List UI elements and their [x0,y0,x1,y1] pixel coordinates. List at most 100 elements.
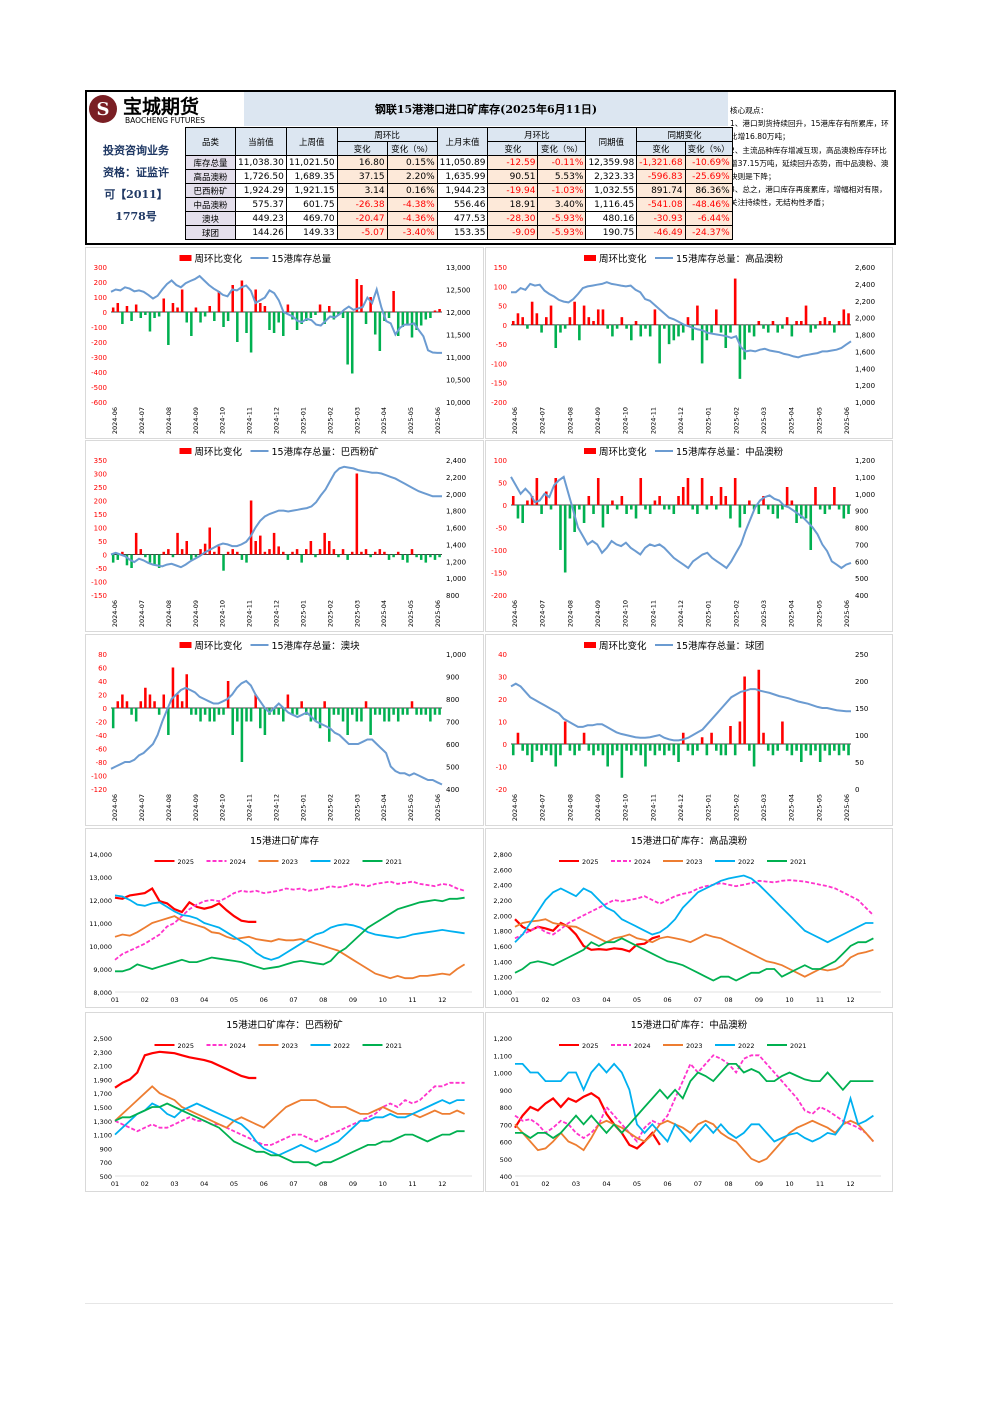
wow-bar [672,744,676,756]
cell-wow: -20.47 [336,211,388,226]
x-tick-label: 02 [541,996,549,1004]
cell-last-week: 149.33 [285,225,338,240]
wow-bar [696,505,699,514]
wow-bar [762,324,765,329]
wow-bar [748,500,751,505]
wow-bar [396,708,400,722]
chart-frame [85,1012,484,1192]
x-tick-label: 2025-02 [732,600,740,627]
wow-bar [700,737,704,744]
wow-bar [199,708,202,722]
cell-yoy-pct: 86.36% [684,183,733,198]
wow-bar [240,280,244,312]
wow-bar [549,305,553,325]
wow-bar [171,554,175,558]
wow-bar [194,554,198,558]
wow-bar [686,744,690,751]
x-tick-label: 2025-04 [788,600,796,627]
y-tick-label: 1,200 [493,974,512,982]
wow-bar [332,549,336,555]
cell-yoy-val: 2,323.33 [585,169,638,184]
cell-mom-pct: 3.40% [537,197,587,212]
y-tick-label: 9,000 [93,966,112,974]
wow-bar [378,549,382,555]
wow-bar [696,744,699,751]
wow-bar [121,694,124,708]
series-line-2021 [115,896,465,973]
wow-bar [125,554,129,566]
cell-wow-pct: 0.16% [386,183,438,198]
cell-yoy-val: 480.16 [585,211,638,226]
wow-bar [208,527,211,555]
wow-bar [620,744,624,778]
wow-bar [757,321,761,325]
wow-bar [535,478,539,505]
x-tick-label: 04 [602,1180,610,1188]
x-tick-label: 03 [572,1180,580,1188]
wow-bar [424,708,428,715]
y-tick-label: 500 [100,1173,112,1181]
legend-bar-swatch [584,642,596,648]
y-tick-label: 2,600 [493,866,512,874]
y-tick-label: -150 [491,380,507,388]
wow-bar [222,554,225,571]
wow-bar [540,324,543,333]
wow-bar [606,744,609,767]
x-tick-label: 07 [694,1180,702,1188]
wow-bar [606,324,609,329]
summary-panel [85,90,896,245]
wow-bar [144,554,147,558]
wow-bar [592,321,595,325]
wow-bar [194,708,198,715]
chart-title: 15港进口矿库存：高品澳粉 [631,835,748,847]
x-tick-label: 04 [602,996,610,1004]
wow-bar [259,303,262,312]
y2-tick-label: 12,000 [446,309,471,317]
cell-last-month: 153.35 [436,225,489,240]
y-tick-label: 40 [98,678,107,686]
wow-bar [272,708,276,715]
table-row: 高品澳粉 1,726.50 1,689.35 37.15 2.20% 1,635.99 90… [185,169,733,184]
wow-bar [686,317,690,325]
wow-bar [406,554,409,563]
wow-bar [190,312,193,336]
wow-bar [653,309,657,325]
wow-bar [130,708,133,715]
wow-bar [804,505,808,519]
wow-bar [776,505,779,519]
cell-current: 449.23 [235,211,287,226]
cell-wow: -26.38 [336,197,388,212]
y2-tick-label: 2,400 [855,281,875,289]
wow-bar [364,312,368,324]
y-tick-label: 600 [500,1139,512,1147]
cell-mom: -9.09 [487,225,539,240]
y-tick-label: -100 [91,324,107,332]
y-tick-label: 0 [503,741,507,749]
x-tick-label: 2024-09 [594,600,602,627]
wow-bar [369,554,372,558]
wow-bar [249,708,253,722]
y-tick-label: 10,000 [89,943,112,951]
wow-bar [355,473,359,555]
wow-bar [766,744,770,751]
y2-tick-label: 1,200 [855,457,875,465]
wow-bar [781,721,784,744]
wow-bar [226,681,230,708]
series-line-2023 [114,1085,465,1129]
x-tick-label: 2025-06 [843,794,851,821]
cell-last-week: 601.75 [285,197,338,212]
y2-tick-label: 0 [855,786,859,794]
wow-bar [337,708,340,715]
legend-label: 2021 [790,1042,807,1050]
x-tick-label: 2025-02 [732,407,740,434]
license-line: 投资咨询业务 [103,144,169,157]
wow-bar [364,549,368,555]
cell-wow: 3.14 [336,183,388,198]
legend-bar-swatch [179,642,192,648]
y-tick-label: 1,300 [93,1118,112,1126]
wow-bar [696,305,699,325]
x-tick-label: 11 [816,996,824,1004]
wow-bar [438,708,441,715]
y-tick-label: -100 [491,360,507,368]
y-tick-label: -400 [91,369,107,377]
